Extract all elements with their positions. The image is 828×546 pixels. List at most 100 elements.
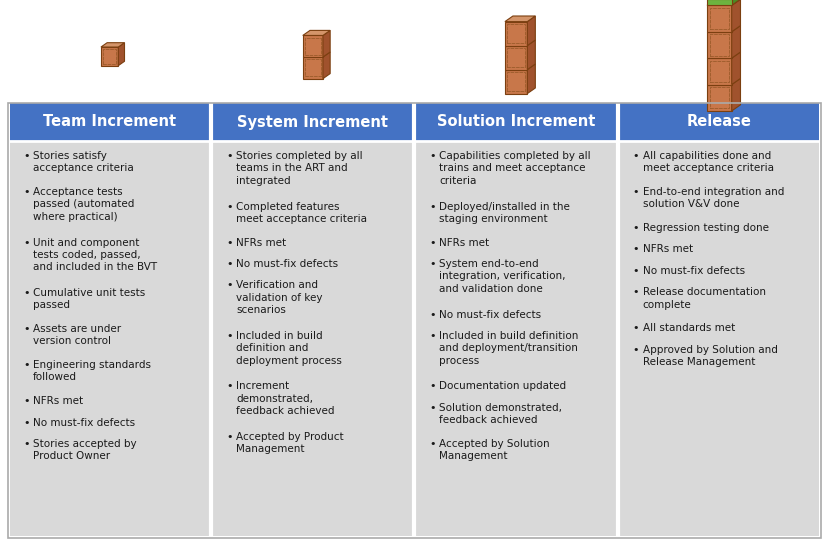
- Text: Accepted by Solution
Management: Accepted by Solution Management: [439, 439, 550, 461]
- Text: •: •: [226, 382, 233, 391]
- Text: •: •: [226, 238, 233, 247]
- Polygon shape: [504, 69, 527, 93]
- Text: •: •: [23, 396, 30, 406]
- Text: •: •: [429, 331, 436, 341]
- Text: System end-to-end
integration, verification,
and validation done: System end-to-end integration, verificat…: [439, 259, 566, 294]
- Text: Verification and
validation of key
scenarios: Verification and validation of key scena…: [236, 281, 322, 315]
- Text: •: •: [23, 151, 30, 161]
- Polygon shape: [302, 35, 323, 57]
- Text: •: •: [226, 281, 233, 290]
- Text: •: •: [429, 310, 436, 319]
- Text: •: •: [429, 403, 436, 413]
- Polygon shape: [706, 5, 731, 32]
- Polygon shape: [706, 0, 731, 5]
- Text: Acceptance tests
passed (automated
where practical): Acceptance tests passed (automated where…: [33, 187, 134, 222]
- Text: Regression testing done: Regression testing done: [642, 223, 768, 233]
- Polygon shape: [731, 0, 739, 5]
- Text: •: •: [632, 288, 638, 298]
- Text: No must-fix defects: No must-fix defects: [642, 266, 744, 276]
- FancyBboxPatch shape: [619, 141, 818, 536]
- Text: Capabilities completed by all
trains and meet acceptance
criteria: Capabilities completed by all trains and…: [439, 151, 590, 186]
- Text: •: •: [226, 432, 233, 442]
- FancyBboxPatch shape: [213, 141, 412, 536]
- Polygon shape: [731, 52, 739, 85]
- FancyBboxPatch shape: [416, 103, 615, 141]
- Text: •: •: [23, 324, 30, 334]
- Text: Team Increment: Team Increment: [43, 115, 176, 129]
- Polygon shape: [527, 40, 535, 69]
- Text: System Increment: System Increment: [237, 115, 388, 129]
- Text: •: •: [429, 201, 436, 211]
- Polygon shape: [731, 0, 739, 32]
- Text: •: •: [632, 345, 638, 355]
- FancyBboxPatch shape: [10, 141, 209, 536]
- FancyBboxPatch shape: [416, 141, 615, 536]
- FancyBboxPatch shape: [10, 103, 209, 141]
- Text: •: •: [429, 382, 436, 391]
- Polygon shape: [527, 64, 535, 93]
- Text: Assets are under
version control: Assets are under version control: [33, 324, 121, 346]
- Text: •: •: [632, 266, 638, 276]
- Text: •: •: [23, 187, 30, 197]
- Text: NFRs met: NFRs met: [439, 238, 489, 247]
- Text: •: •: [632, 245, 638, 254]
- Polygon shape: [302, 57, 323, 79]
- Text: •: •: [429, 439, 436, 449]
- Text: Increment
demonstrated,
feedback achieved: Increment demonstrated, feedback achieve…: [236, 382, 335, 416]
- Text: •: •: [632, 187, 638, 197]
- Text: Stories accepted by
Product Owner: Stories accepted by Product Owner: [33, 439, 137, 461]
- Polygon shape: [706, 0, 739, 5]
- Polygon shape: [706, 85, 731, 111]
- Text: •: •: [23, 439, 30, 449]
- Text: •: •: [429, 151, 436, 161]
- Text: •: •: [632, 151, 638, 161]
- Polygon shape: [101, 47, 118, 66]
- Text: No must-fix defects: No must-fix defects: [236, 259, 338, 269]
- Polygon shape: [731, 26, 739, 58]
- Text: •: •: [226, 201, 233, 211]
- Text: •: •: [23, 238, 30, 247]
- Text: Unit and component
tests coded, passed,
and included in the BVT: Unit and component tests coded, passed, …: [33, 238, 157, 272]
- Polygon shape: [706, 32, 731, 58]
- Text: NFRs met: NFRs met: [642, 245, 692, 254]
- Polygon shape: [101, 43, 124, 47]
- Text: Cumulative unit tests
passed: Cumulative unit tests passed: [33, 288, 145, 310]
- Text: •: •: [632, 323, 638, 334]
- Text: Release documentation
complete: Release documentation complete: [642, 288, 765, 310]
- Polygon shape: [527, 16, 535, 46]
- Text: All standards met: All standards met: [642, 323, 734, 334]
- Text: Engineering standards
followed: Engineering standards followed: [33, 360, 151, 382]
- Polygon shape: [504, 46, 527, 69]
- Text: Included in build
definition and
deployment process: Included in build definition and deploym…: [236, 331, 342, 366]
- FancyBboxPatch shape: [619, 103, 818, 141]
- Text: •: •: [23, 288, 30, 298]
- Text: NFRs met: NFRs met: [33, 396, 83, 406]
- Text: Completed features
meet acceptance criteria: Completed features meet acceptance crite…: [236, 201, 367, 224]
- Text: Stories completed by all
teams in the ART and
integrated: Stories completed by all teams in the AR…: [236, 151, 363, 186]
- Text: Accepted by Product
Management: Accepted by Product Management: [236, 432, 344, 454]
- Text: NFRs met: NFRs met: [236, 238, 286, 247]
- Text: Solution Increment: Solution Increment: [436, 115, 595, 129]
- Text: •: •: [226, 259, 233, 269]
- Polygon shape: [504, 22, 527, 46]
- Text: Included in build definition
and deployment/transition
process: Included in build definition and deploym…: [439, 331, 578, 366]
- FancyBboxPatch shape: [213, 103, 412, 141]
- Text: All capabilities done and
meet acceptance criteria: All capabilities done and meet acceptanc…: [642, 151, 773, 174]
- Polygon shape: [504, 16, 535, 22]
- Text: •: •: [632, 223, 638, 233]
- Polygon shape: [302, 31, 330, 35]
- Polygon shape: [118, 43, 124, 66]
- Text: •: •: [429, 238, 436, 247]
- Text: No must-fix defects: No must-fix defects: [33, 418, 135, 428]
- Text: •: •: [23, 360, 30, 370]
- Text: Deployed/installed in the
staging environment: Deployed/installed in the staging enviro…: [439, 201, 570, 224]
- Text: Approved by Solution and
Release Management: Approved by Solution and Release Managem…: [642, 345, 777, 367]
- Text: •: •: [429, 259, 436, 269]
- Text: Stories satisfy
acceptance criteria: Stories satisfy acceptance criteria: [33, 151, 133, 174]
- Polygon shape: [706, 58, 731, 85]
- Text: •: •: [226, 151, 233, 161]
- Text: End-to-end integration and
solution V&V done: End-to-end integration and solution V&V …: [642, 187, 783, 210]
- Polygon shape: [323, 52, 330, 79]
- Text: No must-fix defects: No must-fix defects: [439, 310, 541, 319]
- Text: •: •: [23, 418, 30, 428]
